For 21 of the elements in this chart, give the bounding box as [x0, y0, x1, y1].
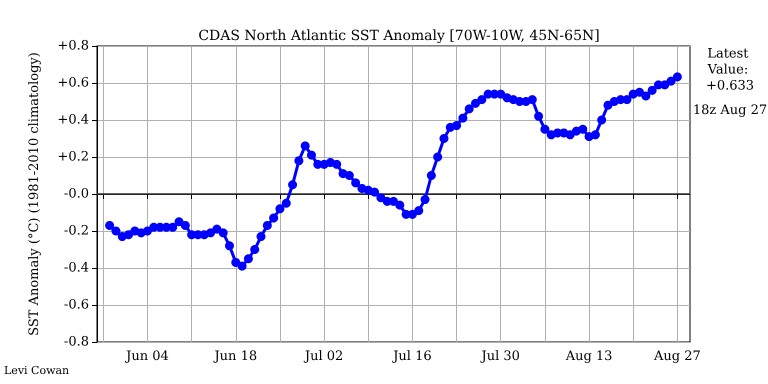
x-tick-label: Jul 02	[302, 349, 344, 364]
x-tick-label: Aug 13	[564, 349, 612, 364]
y-axis-title: SST Anomaly (°C) (1981-2010 climatology)	[27, 52, 42, 336]
y-tick-label: -0.6	[64, 298, 89, 312]
chart-title: CDAS North Atlantic SST Anomaly [70W-10W, 45N-65N]	[198, 28, 600, 44]
text: Levi Cowan	[4, 364, 70, 377]
x-tick-label: Jun 18	[212, 349, 258, 364]
y-tick-label: +0.8	[57, 38, 89, 54]
x-tick-label: Jul 30	[480, 349, 520, 364]
y-tick-label: -0.8	[64, 334, 89, 350]
x-tick-label: Jun 04	[124, 349, 169, 364]
y-tick-label: +0.2	[57, 150, 89, 164]
y-tick-label: -0.2	[64, 224, 89, 238]
x-tick-label: Aug 27	[653, 349, 701, 364]
x-tick-label: Jul 16	[391, 349, 432, 364]
y-tick-label: -0.4	[64, 260, 89, 276]
y-tick-label: +0.4	[57, 112, 89, 128]
text: 18z Aug 27	[692, 103, 768, 118]
y-tick-label: +0.6	[57, 76, 89, 90]
text: Latest Value: +0.633	[706, 46, 754, 94]
y-tick-label: -0.0	[64, 186, 89, 202]
